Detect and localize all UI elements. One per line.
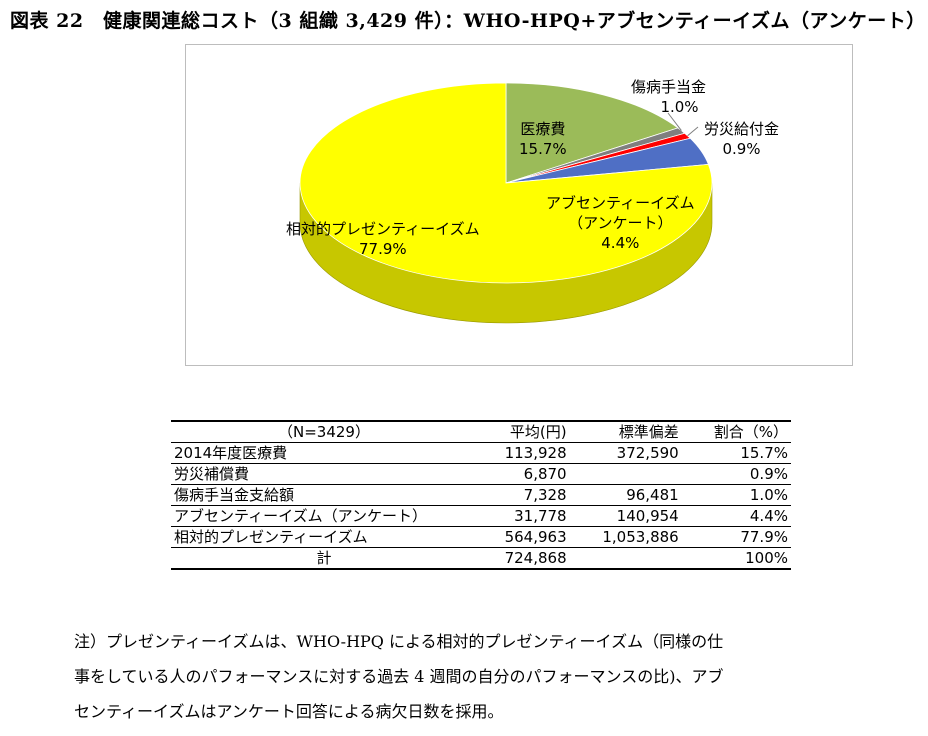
table-row: 相対的プレゼンティーイズム 564,963 1,053,886 77.9% bbox=[171, 527, 791, 548]
row-average: 7,328 bbox=[523, 485, 567, 504]
label-sickness: 傷病手当金 1.0% bbox=[631, 77, 706, 117]
label-sickness-name: 傷病手当金 bbox=[631, 78, 707, 96]
row-stddev bbox=[570, 464, 682, 485]
label-sickness-pct: 1.0% bbox=[660, 98, 699, 116]
cost-table-grid: （N=3429） 平均(円) 標準偏差 割合（%） 2014年度医療費 113,… bbox=[171, 420, 791, 570]
label-absenteeism-pct: 4.4% bbox=[601, 234, 640, 252]
label-absenteeism-sub: （アンケート） bbox=[568, 214, 673, 232]
footnote: 注）プレゼンティーイズムは、WHO-HPQ による相対的プレゼンティーイズム（同… bbox=[74, 624, 922, 729]
total-stddev bbox=[570, 548, 682, 570]
label-medical-name: 医療費 bbox=[520, 120, 566, 138]
table-row: アブセンティーイズム（アンケート） 31,778 140,954 4.4% bbox=[171, 506, 791, 527]
row-item: 2014年度医療費 bbox=[174, 443, 288, 462]
row-item: 相対的プレゼンティーイズム bbox=[174, 527, 368, 546]
total-average: 724,868 bbox=[504, 548, 567, 567]
row-share: 15.7% bbox=[740, 443, 788, 462]
row-share: 4.4% bbox=[749, 506, 788, 525]
table-row: 労災補償費 6,870 0.9% bbox=[171, 464, 791, 485]
header-item: （N=3429） bbox=[278, 422, 370, 441]
row-average: 113,928 bbox=[504, 443, 567, 462]
row-share: 0.9% bbox=[749, 464, 788, 483]
header-stddev: 標準偏差 bbox=[618, 422, 679, 441]
table-row: 傷病手当金支給額 7,328 96,481 1.0% bbox=[171, 485, 791, 506]
row-average: 31,778 bbox=[514, 506, 567, 525]
pie-slice-相対的プレゼンティーイズム bbox=[299, 82, 713, 284]
label-presenteeism-name: 相対的プレゼンティーイズム bbox=[286, 220, 480, 238]
label-workers-comp: 労災給付金 0.9% bbox=[704, 119, 779, 159]
row-stddev: 372,590 bbox=[616, 443, 679, 462]
table-total-row: 計 724,868 100% bbox=[171, 547, 791, 570]
row-item: 労災補償費 bbox=[174, 464, 250, 483]
row-stddev: 96,481 bbox=[626, 485, 679, 504]
label-absenteeism: アブセンティーイズム （アンケート） 4.4% bbox=[546, 193, 695, 253]
label-medical: 医療費 15.7% bbox=[519, 119, 567, 159]
footnote-line-1: 注）プレゼンティーイズムは、WHO-HPQ による相対的プレゼンティーイズム（同… bbox=[74, 632, 724, 651]
row-share: 77.9% bbox=[740, 527, 788, 546]
header-average: 平均(円) bbox=[509, 422, 567, 441]
leader-line-傷病手当金 bbox=[667, 112, 682, 131]
row-item: 傷病手当金支給額 bbox=[174, 485, 295, 504]
pie-chart-panel: 医療費 15.7% 傷病手当金 1.0% 労災給付金 0.9% アブセンティーイ… bbox=[185, 44, 853, 366]
footnote-line-2: 事をしている人のパフォーマンスに対する過去 4 週間の自分のパフォーマンスの比)… bbox=[74, 667, 724, 686]
header-share: 割合（%） bbox=[713, 422, 788, 441]
label-presenteeism: 相対的プレゼンティーイズム 77.9% bbox=[286, 219, 480, 259]
footnote-line-3: センティーイズムはアンケート回答による病欠日数を採用。 bbox=[74, 702, 504, 721]
row-stddev: 140,954 bbox=[616, 506, 679, 525]
label-workers-comp-name: 労災給付金 bbox=[704, 120, 780, 138]
figure-title: 図表 22 健康関連総コスト（3 組織 3,429 件）：WHO-HPQ+アブセ… bbox=[10, 10, 926, 32]
row-item: アブセンティーイズム（アンケート） bbox=[174, 506, 428, 525]
row-share: 1.0% bbox=[749, 485, 788, 504]
row-average: 6,870 bbox=[523, 464, 567, 483]
label-presenteeism-pct: 77.9% bbox=[359, 240, 407, 258]
total-label: 計 bbox=[316, 548, 332, 567]
total-share: 100% bbox=[745, 548, 788, 567]
row-stddev: 1,053,886 bbox=[602, 527, 679, 546]
cost-table: （N=3429） 平均(円) 標準偏差 割合（%） 2014年度医療費 113,… bbox=[171, 420, 791, 570]
table-row: 2014年度医療費 113,928 372,590 15.7% bbox=[171, 443, 791, 464]
table-header-row: （N=3429） 平均(円) 標準偏差 割合（%） bbox=[171, 421, 791, 443]
leader-line-労災給付金 bbox=[687, 126, 699, 137]
pie-chart bbox=[299, 82, 713, 324]
label-workers-comp-pct: 0.9% bbox=[722, 140, 761, 158]
pie-slice-医療費 bbox=[505, 82, 679, 184]
label-absenteeism-name: アブセンティーイズム bbox=[546, 194, 695, 212]
row-average: 564,963 bbox=[504, 527, 567, 546]
label-medical-pct: 15.7% bbox=[519, 140, 567, 158]
